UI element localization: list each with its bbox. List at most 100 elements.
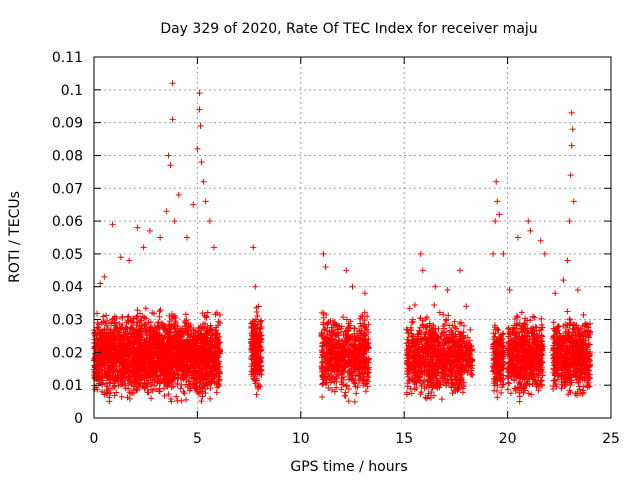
data-point — [212, 331, 219, 338]
data-point — [184, 345, 191, 352]
data-point — [195, 346, 202, 353]
data-point — [216, 339, 223, 346]
data-point — [130, 371, 137, 378]
data-point — [248, 324, 255, 331]
data-point — [203, 314, 210, 321]
data-point — [200, 350, 207, 357]
data-point — [109, 316, 116, 323]
data-point — [101, 343, 107, 350]
data-point — [213, 363, 220, 370]
data-point — [209, 341, 216, 348]
data-point — [109, 356, 116, 363]
data-point — [355, 352, 362, 359]
data-point — [125, 313, 132, 320]
data-point — [153, 325, 160, 332]
data-point — [249, 330, 256, 337]
data-point — [201, 332, 208, 339]
data-point — [196, 325, 203, 332]
data-point — [325, 385, 332, 392]
data-point — [93, 368, 100, 375]
data-point — [175, 356, 182, 363]
data-point — [200, 365, 207, 372]
data-point — [357, 373, 364, 380]
data-point — [120, 370, 127, 377]
data-point — [174, 337, 181, 344]
data-point — [173, 393, 180, 400]
data-point — [322, 324, 329, 331]
data-point — [136, 335, 143, 342]
data-point — [328, 324, 335, 331]
data-point — [93, 332, 100, 339]
data-point — [411, 301, 418, 308]
data-point — [106, 375, 113, 382]
data-point — [170, 372, 177, 379]
data-point — [344, 351, 351, 358]
data-point — [361, 331, 368, 338]
data-point — [250, 349, 257, 356]
data-point — [119, 337, 126, 344]
data-point — [94, 310, 101, 317]
data-point — [110, 380, 117, 387]
data-point — [121, 374, 128, 381]
data-point — [356, 341, 363, 348]
data-point — [165, 328, 172, 335]
data-point — [214, 366, 221, 373]
data-point — [139, 313, 146, 320]
data-point — [207, 395, 214, 402]
data-point — [358, 327, 365, 334]
data-point — [174, 397, 181, 404]
data-point — [257, 320, 264, 327]
data-point — [118, 393, 125, 400]
data-point — [353, 330, 360, 337]
data-point — [101, 326, 108, 333]
data-point — [131, 341, 138, 348]
data-point — [216, 348, 223, 355]
data-point — [104, 324, 111, 331]
data-point — [345, 386, 352, 393]
data-point — [96, 374, 103, 381]
data-point — [104, 350, 111, 357]
data-point — [132, 375, 139, 382]
data-point — [200, 321, 207, 328]
data-point — [154, 352, 161, 359]
data-point — [163, 381, 170, 388]
data-point — [350, 346, 357, 353]
data-point — [254, 362, 261, 369]
data-point — [365, 321, 372, 328]
data-point — [167, 371, 174, 378]
data-point — [154, 373, 161, 380]
data-point — [322, 373, 329, 380]
data-point — [250, 375, 257, 382]
data-point — [212, 350, 219, 357]
data-point — [350, 368, 357, 375]
data-point — [252, 380, 259, 387]
data-point — [363, 357, 370, 364]
data-point — [160, 340, 167, 347]
data-point — [167, 334, 174, 341]
data-point — [332, 373, 339, 380]
data-point — [338, 328, 345, 335]
data-point — [175, 375, 182, 382]
data-point — [165, 321, 172, 328]
data-point — [343, 316, 350, 323]
data-point — [127, 340, 134, 347]
data-point — [100, 318, 107, 325]
data-point — [183, 396, 190, 403]
data-point — [430, 322, 437, 329]
data-point — [206, 346, 213, 353]
data-point — [468, 371, 475, 378]
data-point — [108, 366, 115, 373]
data-point — [98, 337, 105, 344]
data-point — [200, 345, 207, 352]
data-point — [121, 332, 128, 339]
data-point — [254, 333, 261, 340]
data-point — [142, 305, 149, 312]
data-point — [190, 329, 197, 336]
data-point — [339, 381, 346, 388]
data-point — [113, 389, 120, 396]
data-point — [319, 394, 326, 401]
data-point — [347, 325, 354, 332]
data-point — [359, 365, 366, 372]
data-point — [176, 366, 183, 373]
data-point — [168, 398, 175, 405]
